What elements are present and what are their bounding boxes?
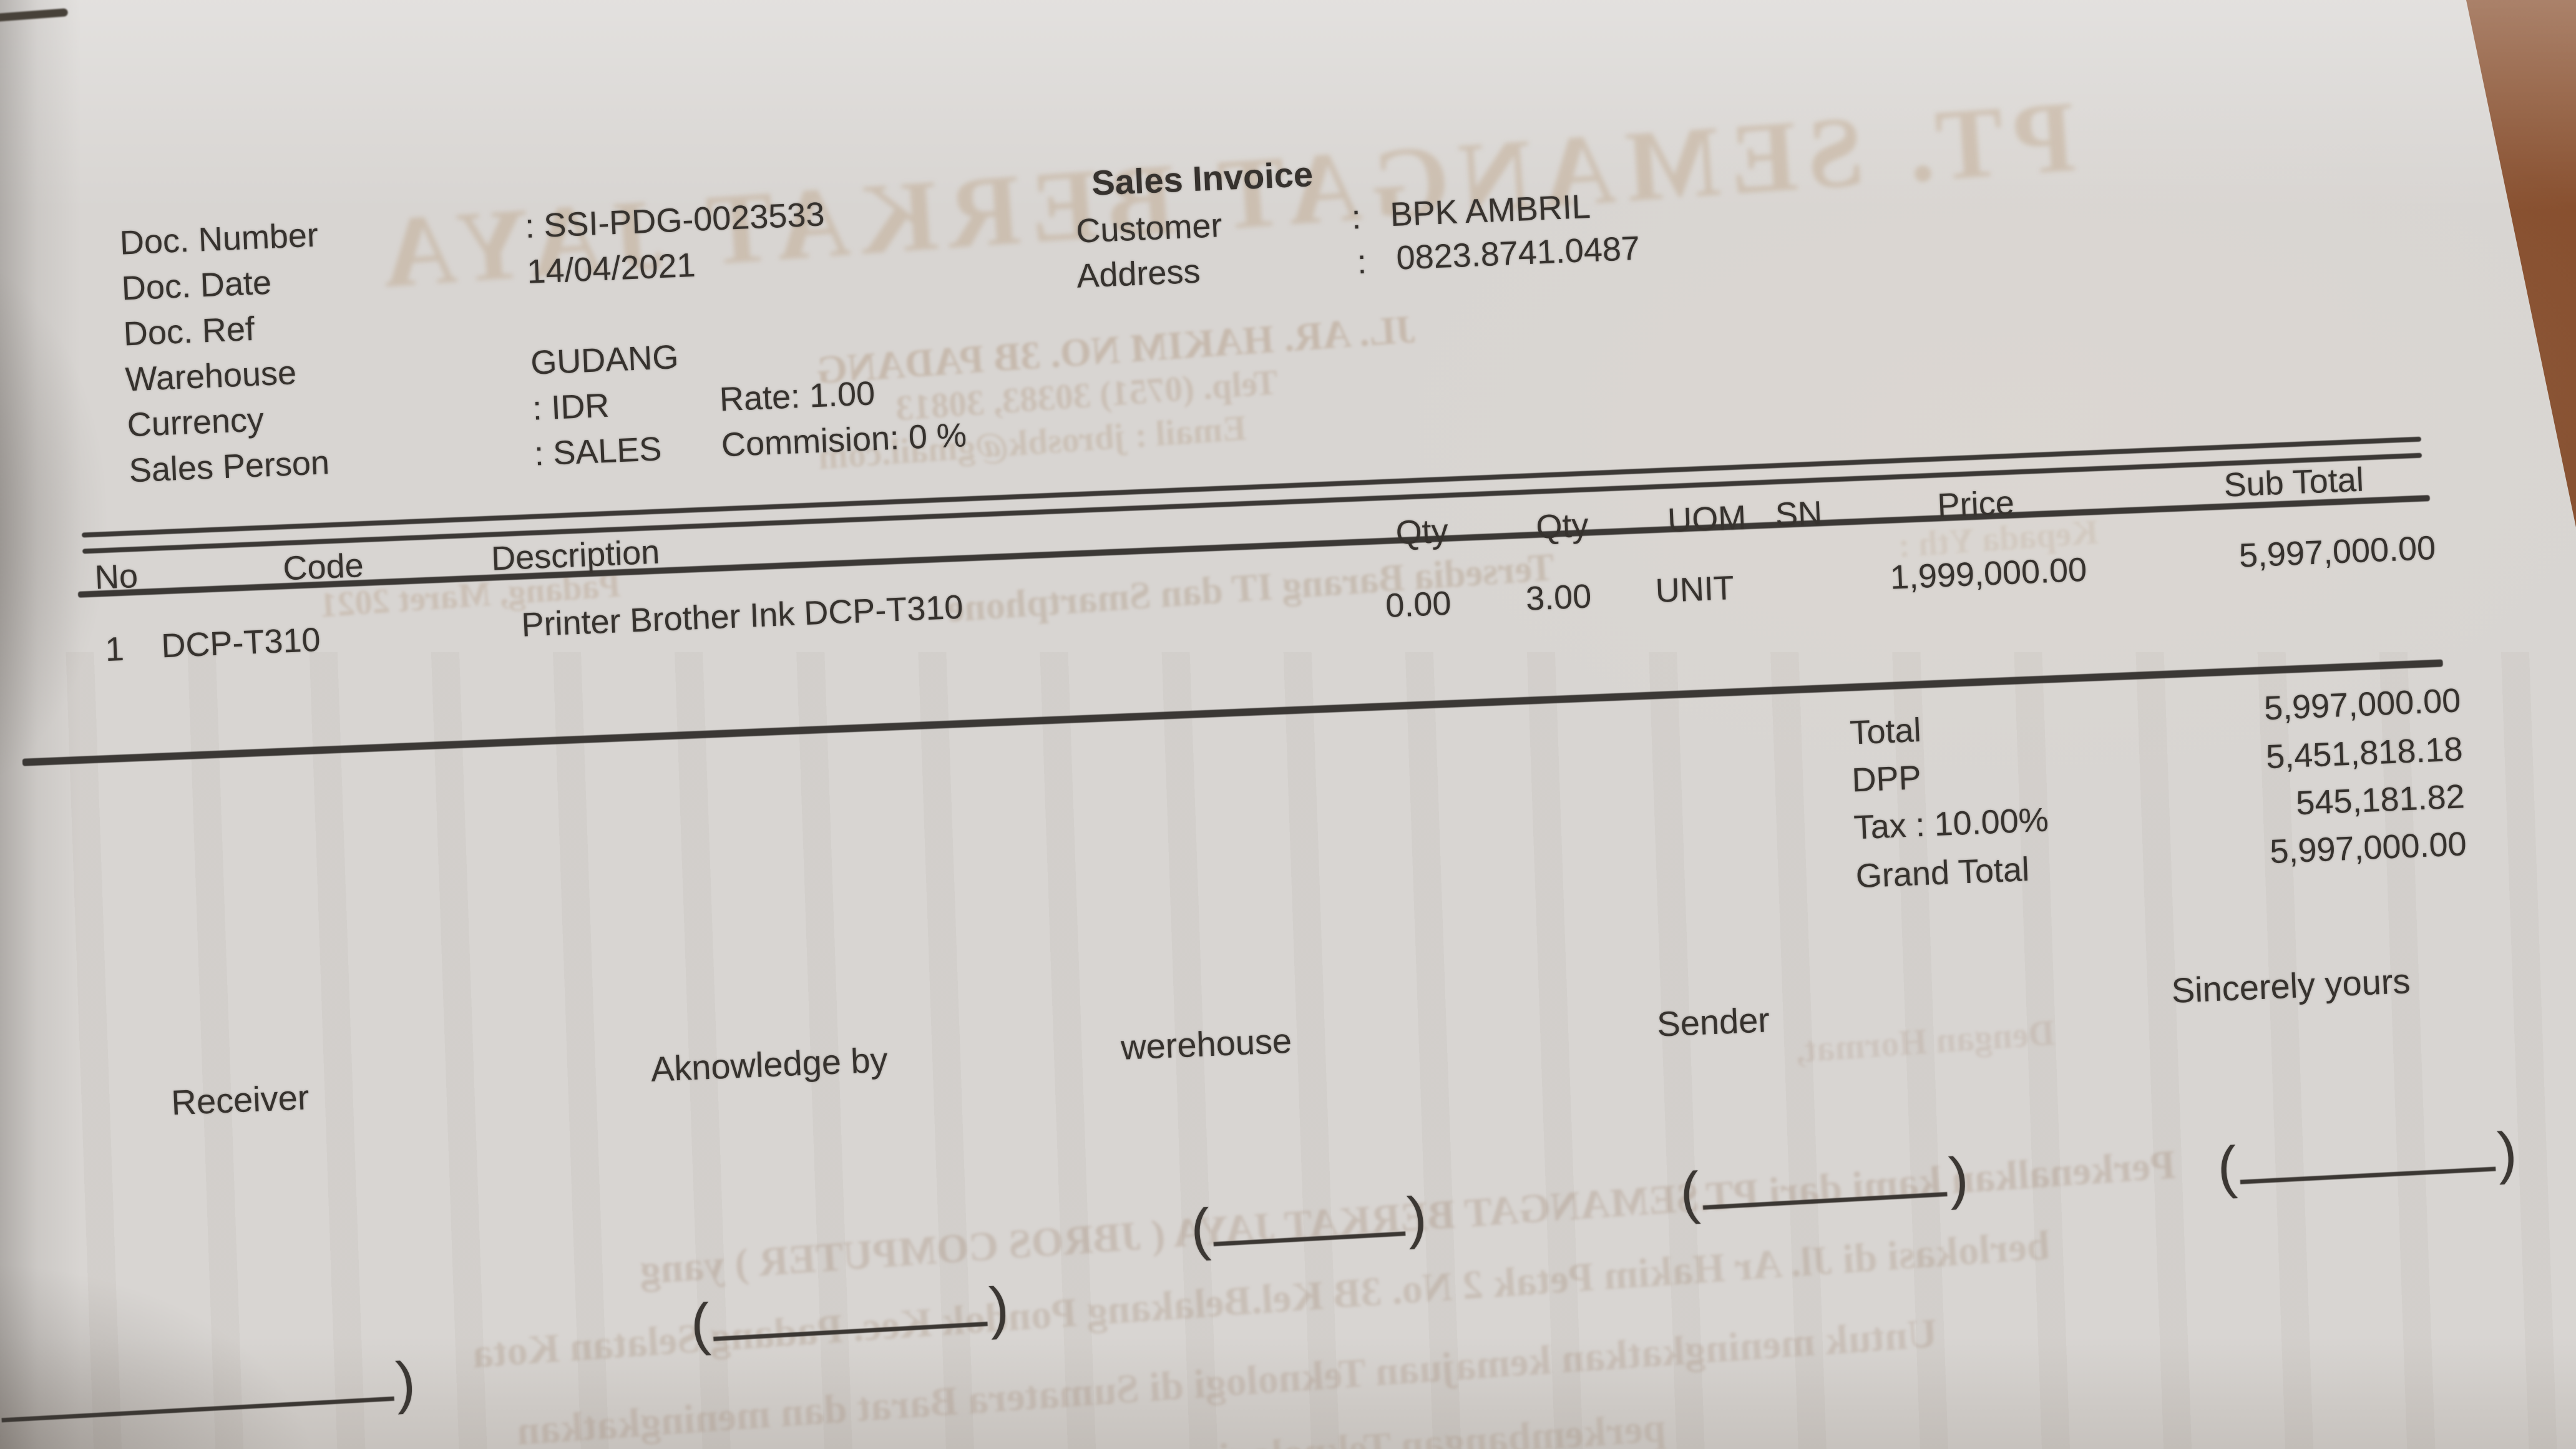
row-qty1: 0.00 bbox=[1385, 584, 1452, 625]
close-paren-glyph: ) bbox=[1405, 1185, 1428, 1250]
row-qty2: 3.00 bbox=[1525, 577, 1593, 618]
close-paren-glyph: ) bbox=[2496, 1120, 2519, 1185]
signature-rule bbox=[713, 1321, 988, 1342]
doc-date-label: Doc. Date bbox=[120, 263, 273, 308]
showthrough-company-name: PT. SEMANGAT BERKAT JAYA bbox=[369, 80, 2079, 310]
total-value: 5,997,000.00 bbox=[2263, 681, 2462, 728]
col-header-price: Price bbox=[1936, 484, 2015, 525]
signature-label-sender: Sender bbox=[1656, 1000, 1771, 1044]
signature-label-acknowledge: Aknowledge by bbox=[650, 1040, 889, 1089]
tax-value: 545,181.82 bbox=[2295, 778, 2466, 822]
signature-rule bbox=[1213, 1231, 1406, 1247]
signature-label-warehouse: werehouse bbox=[1120, 1020, 1293, 1067]
address-colon: : bbox=[1356, 243, 1368, 281]
sales-person-value: : SALES bbox=[534, 430, 663, 473]
doc-number-label: Doc. Number bbox=[119, 216, 320, 262]
col-header-sub-total: Sub Total bbox=[2223, 461, 2364, 504]
col-header-code: Code bbox=[282, 547, 364, 588]
close-paren-glyph: ) bbox=[1947, 1145, 1970, 1211]
sales-person-label: Sales Person bbox=[128, 444, 331, 490]
dpp-value: 5,451,818.18 bbox=[2265, 730, 2464, 776]
warehouse-value: GUDANG bbox=[530, 338, 680, 382]
tax-label: Tax : 10.00% bbox=[1853, 801, 2049, 847]
address-label: Address bbox=[1076, 252, 1201, 295]
signature-line-warehouse: ( ) bbox=[1189, 1175, 1428, 1262]
total-label: Total bbox=[1849, 711, 1922, 752]
open-paren-glyph: ( bbox=[1189, 1197, 1212, 1262]
signature-line-sincerely: ( ) bbox=[2215, 1110, 2519, 1200]
col-header-description: Description bbox=[490, 533, 661, 578]
open-paren-glyph: ( bbox=[689, 1292, 712, 1357]
corner-mark bbox=[0, 8, 69, 24]
col-header-no: No bbox=[94, 557, 139, 597]
customer-label: Customer bbox=[1075, 207, 1223, 250]
open-paren-glyph: ( bbox=[2216, 1134, 2238, 1200]
signature-rule bbox=[2240, 1166, 2496, 1184]
close-paren-glyph: ) bbox=[987, 1275, 1011, 1340]
row-no: 1 bbox=[104, 630, 125, 669]
currency-label: Currency bbox=[126, 401, 265, 444]
close-paren-glyph: ) bbox=[394, 1350, 417, 1415]
currency-value: : IDR bbox=[532, 386, 610, 427]
row-uom: UNIT bbox=[1654, 569, 1735, 610]
grand-total-label: Grand Total bbox=[1855, 851, 2031, 895]
doc-ref-label: Doc. Ref bbox=[122, 310, 256, 353]
signature-label-sincerely: Sincerely yours bbox=[2170, 961, 2411, 1010]
signature-rule bbox=[1, 1396, 395, 1423]
warehouse-label: Warehouse bbox=[124, 354, 298, 399]
rate-value: Rate: 1.00 bbox=[718, 374, 876, 419]
grand-total-value: 5,997,000.00 bbox=[2269, 825, 2467, 871]
signature-line-sender: ( ) bbox=[1678, 1135, 1970, 1226]
col-header-qty1: Qty bbox=[1395, 512, 1449, 552]
doc-date-value: 14/04/2021 bbox=[526, 246, 696, 291]
signature-rule bbox=[1702, 1192, 1948, 1210]
col-header-uom: UOM bbox=[1667, 499, 1747, 540]
open-paren-glyph: ( bbox=[1678, 1160, 1702, 1226]
signature-label-receiver: Receiver bbox=[170, 1077, 310, 1123]
row-code: DCP-T310 bbox=[160, 621, 321, 665]
col-header-qty2: Qty bbox=[1535, 506, 1589, 546]
customer-colon: : bbox=[1350, 198, 1362, 237]
dpp-label: DPP bbox=[1851, 759, 1922, 799]
col-header-sn: SN bbox=[1774, 494, 1823, 534]
